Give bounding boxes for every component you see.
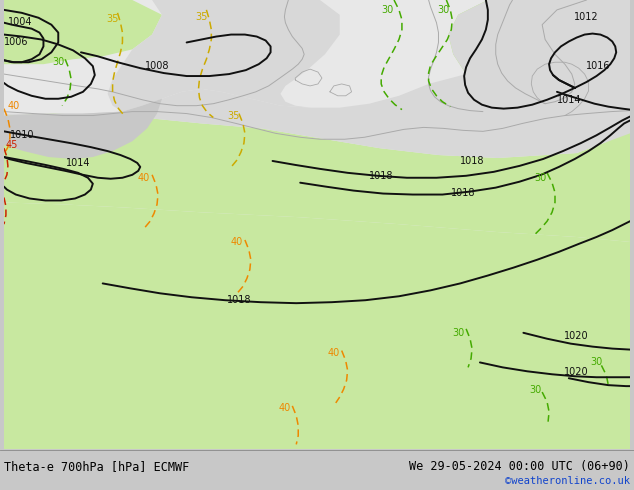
- Text: 1004: 1004: [8, 17, 32, 27]
- Text: 40: 40: [328, 347, 340, 358]
- Polygon shape: [602, 0, 630, 76]
- Text: 1014: 1014: [557, 95, 581, 105]
- Text: 30: 30: [437, 5, 450, 15]
- Text: 30: 30: [452, 328, 464, 338]
- Text: 1020: 1020: [564, 368, 589, 377]
- Text: 45: 45: [6, 140, 18, 150]
- Polygon shape: [4, 202, 630, 449]
- Text: 35: 35: [227, 111, 239, 121]
- Text: 1020: 1020: [564, 331, 589, 341]
- Polygon shape: [448, 0, 630, 143]
- Text: 1006: 1006: [4, 37, 28, 48]
- Text: 40: 40: [8, 100, 20, 111]
- Text: 1018: 1018: [227, 295, 251, 305]
- Polygon shape: [4, 99, 162, 159]
- Polygon shape: [4, 0, 630, 158]
- Text: 1016: 1016: [586, 61, 611, 71]
- Text: Theta-e 700hPa [hPa] ECMWF: Theta-e 700hPa [hPa] ECMWF: [4, 460, 190, 473]
- Polygon shape: [448, 0, 630, 449]
- Polygon shape: [4, 0, 162, 64]
- Text: 30: 30: [590, 357, 602, 368]
- Text: 1018: 1018: [451, 188, 476, 197]
- Text: 1018: 1018: [369, 171, 394, 181]
- Polygon shape: [542, 0, 630, 104]
- Text: We 29-05-2024 00:00 UTC (06+90): We 29-05-2024 00:00 UTC (06+90): [409, 460, 630, 473]
- Text: 35: 35: [195, 12, 208, 22]
- Text: 30: 30: [52, 57, 65, 67]
- Text: 40: 40: [138, 173, 150, 183]
- Text: 30: 30: [529, 385, 541, 395]
- Polygon shape: [108, 0, 340, 112]
- Text: 1012: 1012: [574, 12, 599, 22]
- Text: 1010: 1010: [10, 130, 34, 140]
- Text: 30: 30: [534, 173, 547, 183]
- Text: 35: 35: [107, 14, 119, 24]
- Text: 40: 40: [278, 403, 290, 413]
- Text: 1014: 1014: [66, 158, 90, 168]
- Text: 40: 40: [231, 237, 243, 247]
- Polygon shape: [4, 114, 630, 242]
- Text: 30: 30: [381, 5, 393, 15]
- Text: ©weatheronline.co.uk: ©weatheronline.co.uk: [505, 476, 630, 486]
- Text: 1008: 1008: [145, 61, 169, 71]
- Text: 1018: 1018: [460, 156, 484, 166]
